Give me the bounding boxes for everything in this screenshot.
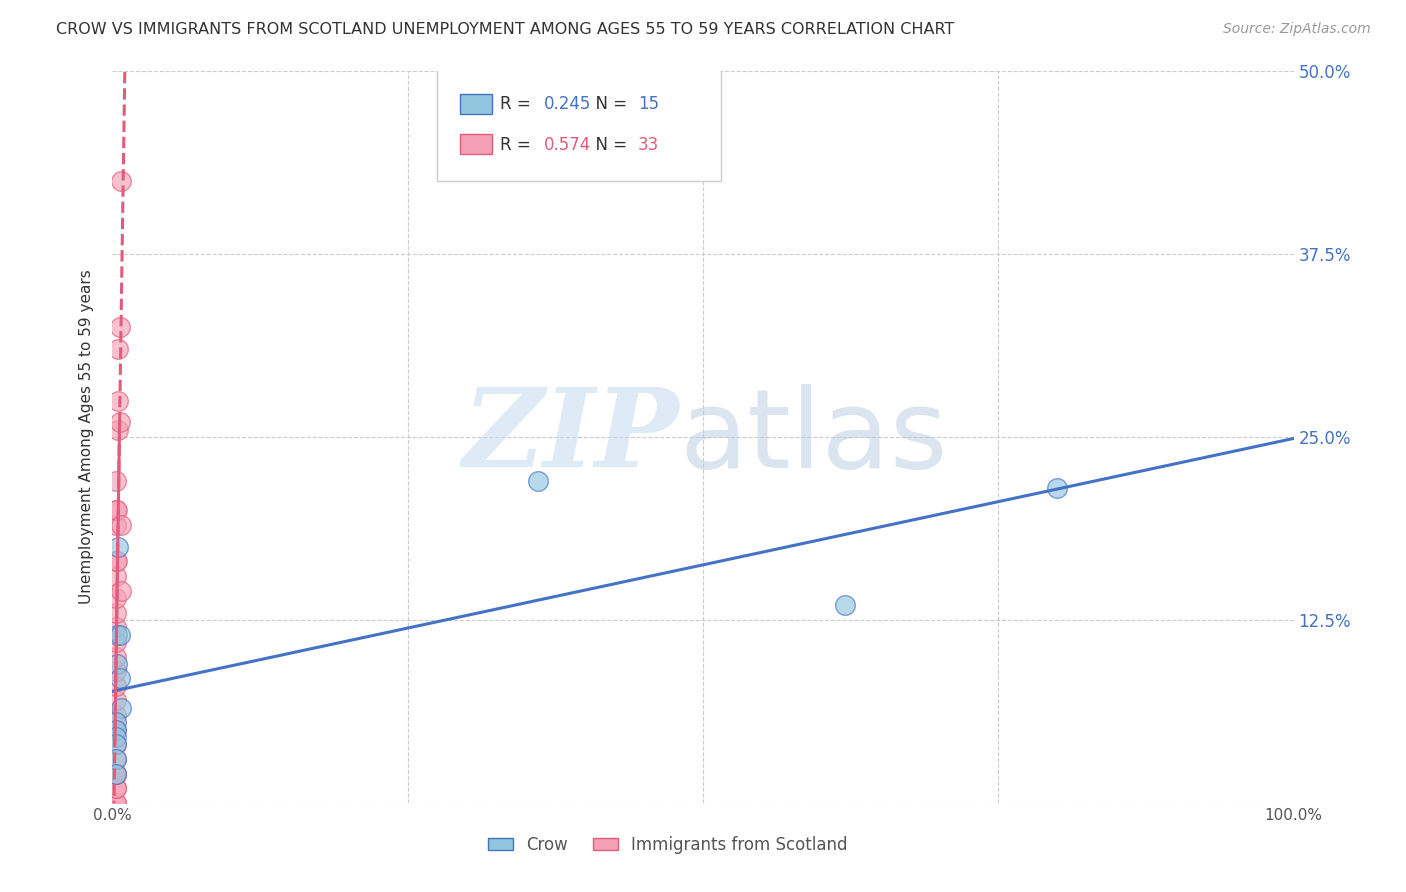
Point bbox=[105, 635, 128, 649]
FancyBboxPatch shape bbox=[460, 94, 492, 114]
Point bbox=[107, 423, 129, 437]
Point bbox=[108, 416, 131, 430]
Text: atlas: atlas bbox=[679, 384, 948, 491]
Point bbox=[526, 474, 548, 488]
Point bbox=[105, 715, 128, 730]
Point bbox=[105, 503, 128, 517]
Point bbox=[105, 474, 128, 488]
Text: ZIP: ZIP bbox=[463, 384, 679, 491]
Point bbox=[105, 752, 128, 766]
Point bbox=[105, 723, 128, 737]
Point bbox=[105, 554, 128, 568]
Point bbox=[105, 796, 128, 810]
Point bbox=[105, 657, 128, 671]
Point bbox=[105, 766, 128, 780]
FancyBboxPatch shape bbox=[437, 68, 721, 181]
Text: CROW VS IMMIGRANTS FROM SCOTLAND UNEMPLOYMENT AMONG AGES 55 TO 59 YEARS CORRELAT: CROW VS IMMIGRANTS FROM SCOTLAND UNEMPLO… bbox=[56, 22, 955, 37]
Point bbox=[105, 649, 128, 664]
Point bbox=[105, 620, 128, 634]
Point bbox=[105, 569, 128, 583]
Point bbox=[834, 599, 856, 613]
Y-axis label: Unemployment Among Ages 55 to 59 years: Unemployment Among Ages 55 to 59 years bbox=[79, 269, 94, 605]
Legend: Crow, Immigrants from Scotland: Crow, Immigrants from Scotland bbox=[481, 829, 855, 860]
Text: 0.245: 0.245 bbox=[544, 95, 591, 113]
Point bbox=[110, 517, 132, 532]
Text: N =: N = bbox=[585, 95, 633, 113]
Point bbox=[105, 627, 128, 641]
Text: R =: R = bbox=[501, 95, 536, 113]
Point bbox=[105, 708, 128, 723]
Point bbox=[110, 700, 132, 714]
Point bbox=[105, 693, 128, 707]
Point bbox=[1046, 481, 1069, 495]
Text: R =: R = bbox=[501, 136, 536, 153]
Point bbox=[105, 737, 128, 751]
Point bbox=[107, 393, 129, 408]
Text: 33: 33 bbox=[638, 136, 659, 153]
Point bbox=[105, 517, 128, 532]
Point bbox=[105, 766, 128, 780]
Point bbox=[110, 583, 132, 598]
Point bbox=[105, 664, 128, 678]
Text: 15: 15 bbox=[638, 95, 659, 113]
Point bbox=[105, 591, 128, 605]
FancyBboxPatch shape bbox=[460, 135, 492, 154]
Point bbox=[105, 781, 128, 796]
Point bbox=[108, 627, 131, 641]
Point bbox=[108, 320, 131, 334]
Point bbox=[105, 766, 128, 780]
Point bbox=[108, 672, 131, 686]
Point bbox=[105, 737, 128, 751]
Point bbox=[105, 679, 128, 693]
Point bbox=[105, 606, 128, 620]
Point bbox=[105, 781, 128, 796]
Point bbox=[105, 730, 128, 744]
Point bbox=[107, 540, 129, 554]
Text: Source: ZipAtlas.com: Source: ZipAtlas.com bbox=[1223, 22, 1371, 37]
Point bbox=[105, 796, 128, 810]
Text: N =: N = bbox=[585, 136, 633, 153]
Point bbox=[107, 343, 129, 357]
Point bbox=[105, 752, 128, 766]
Point bbox=[110, 174, 132, 188]
Text: 0.574: 0.574 bbox=[544, 136, 591, 153]
Point bbox=[105, 554, 128, 568]
Point bbox=[105, 503, 128, 517]
Point bbox=[105, 723, 128, 737]
